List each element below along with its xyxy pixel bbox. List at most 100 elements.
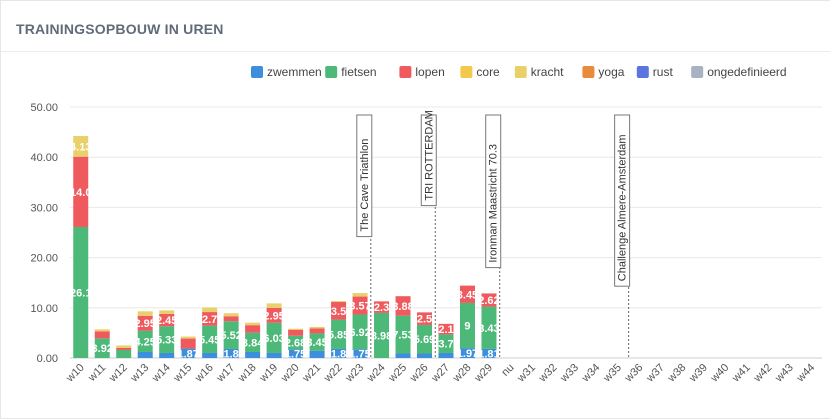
bar-segment-lopen[interactable]	[352, 296, 368, 315]
bar-segment-fietsen[interactable]	[73, 226, 89, 358]
bar-segment-fietsen[interactable]	[481, 306, 497, 349]
bar-segment-zwemmen[interactable]	[417, 353, 433, 358]
bar-segment-fietsen[interactable]	[288, 335, 304, 350]
legend-item-zwemmen[interactable]: zwemmen	[251, 65, 322, 79]
x-tick-label: w10	[63, 362, 86, 385]
bar-segment-fietsen[interactable]	[309, 333, 325, 351]
bar-segment-lopen[interactable]	[309, 328, 325, 334]
bar-segment-kracht[interactable]	[73, 135, 89, 157]
bar-segment-fietsen[interactable]	[374, 312, 390, 358]
legend-item-core[interactable]: core	[460, 65, 500, 79]
x-tick-label: w34	[579, 362, 602, 385]
bar-segment-lopen[interactable]	[223, 316, 239, 322]
bar-segment-zwemmen[interactable]	[137, 351, 153, 358]
bar-segment-lopen[interactable]	[288, 329, 304, 336]
bar-segment-fietsen[interactable]	[459, 302, 475, 349]
bar-segment-lopen[interactable]	[180, 338, 196, 349]
data-label: 2.62	[478, 295, 499, 307]
bar-segment-kracht[interactable]	[352, 293, 368, 297]
bar-segment-lopen[interactable]	[202, 312, 218, 326]
bar-segment-lopen[interactable]	[395, 296, 411, 316]
bar-segment-zwemmen[interactable]	[352, 349, 368, 358]
bar-segment-fietsen[interactable]	[395, 315, 411, 354]
annotation: Ironman Maastricht 70.3	[485, 114, 502, 269]
bar-segment-lopen[interactable]	[374, 301, 390, 313]
bar-segment-kracht[interactable]	[180, 336, 196, 339]
bar-segment-kracht[interactable]	[223, 313, 239, 317]
bar-segment-zwemmen[interactable]	[223, 348, 239, 358]
bar-segment-fietsen[interactable]	[352, 314, 368, 350]
legend-swatch	[325, 66, 338, 78]
bar-segment-kracht[interactable]	[137, 311, 153, 316]
bar-segment-lopen[interactable]	[459, 285, 475, 303]
bar-segment-zwemmen[interactable]	[245, 351, 261, 358]
bar-segment-zwemmen[interactable]	[481, 348, 497, 358]
bar-segment-kracht[interactable]	[309, 326, 325, 329]
bar-segment-zwemmen[interactable]	[202, 352, 218, 358]
bar-segment-zwemmen[interactable]	[309, 350, 325, 358]
bar-segment-fietsen[interactable]	[438, 334, 454, 353]
bar-segment-lopen[interactable]	[331, 302, 347, 320]
bar-segment-zwemmen[interactable]	[395, 353, 411, 358]
bar-segment-fietsen[interactable]	[94, 338, 110, 358]
bar-segment-fietsen[interactable]	[159, 326, 175, 353]
bar-segment-lopen[interactable]	[116, 347, 132, 350]
data-label: 7.53	[392, 330, 413, 342]
bar-segment-lopen[interactable]	[245, 325, 261, 333]
bar-segment-kracht[interactable]	[245, 322, 261, 326]
legend-label: kracht	[531, 65, 564, 79]
x-tick-label: w38	[665, 362, 688, 385]
data-label: 2.3	[374, 302, 389, 314]
annotation-label: Challenge Almere-Amsterdam	[617, 134, 629, 281]
bar-segment-kracht[interactable]	[288, 328, 304, 330]
bar-segment-kracht[interactable]	[202, 307, 218, 313]
bar-segment-fietsen[interactable]	[223, 321, 239, 349]
bar-segment-zwemmen[interactable]	[331, 348, 347, 358]
bar-segment-fietsen[interactable]	[266, 322, 282, 353]
bar-segment-lopen[interactable]	[73, 156, 89, 227]
x-tick-label: w41	[729, 362, 752, 385]
data-label: 6.92	[349, 327, 370, 339]
legend-item-lopen[interactable]: lopen	[399, 65, 445, 79]
data-label: 3.92	[92, 343, 113, 355]
bar-segment-fietsen[interactable]	[417, 324, 433, 354]
bar-segment-lopen[interactable]	[137, 315, 153, 331]
bar-segment-lopen[interactable]	[266, 307, 282, 323]
bar-segment-lopen[interactable]	[94, 331, 110, 339]
x-tick-label: w22	[321, 362, 344, 385]
bar-segment-fietsen[interactable]	[116, 349, 132, 358]
grid-lines	[70, 106, 822, 359]
bar-segment-fietsen[interactable]	[245, 332, 261, 352]
data-label: 1.81	[478, 348, 499, 360]
bar-segment-zwemmen[interactable]	[438, 352, 454, 358]
y-tick-label: 50.00	[30, 102, 58, 114]
legend-item-rust[interactable]: rust	[636, 65, 674, 79]
bar-segment-kracht[interactable]	[266, 303, 282, 308]
bar-segment-kracht[interactable]	[331, 301, 347, 303]
x-tick-label: w16	[192, 362, 215, 385]
bar-segment-zwemmen[interactable]	[266, 352, 282, 358]
bar-segment-lopen[interactable]	[438, 323, 454, 335]
bar-segment-zwemmen[interactable]	[180, 348, 196, 358]
bar-segment-kracht[interactable]	[94, 329, 110, 332]
legend-label: yoga	[598, 65, 624, 79]
bar-segment-fietsen[interactable]	[331, 319, 347, 349]
legend-item-kracht[interactable]: kracht	[514, 65, 564, 79]
bar-segment-zwemmen[interactable]	[459, 348, 475, 358]
data-label: 1.75	[285, 349, 306, 361]
bar-segment-lopen[interactable]	[481, 293, 497, 307]
bar-segment-zwemmen[interactable]	[159, 352, 175, 358]
legend-label: rust	[653, 65, 674, 79]
bar-segment-fietsen[interactable]	[202, 325, 218, 353]
legend[interactable]: zwemmen fietsen lopen core kracht yoga rust ong…	[251, 65, 787, 79]
bar-segment-fietsen[interactable]	[137, 330, 153, 352]
legend-item-yoga[interactable]: yoga	[582, 65, 625, 79]
bar-segment-kracht[interactable]	[116, 345, 132, 348]
bar-segment-lopen[interactable]	[159, 313, 175, 327]
x-tick-label: w26	[407, 362, 430, 385]
bar-segment-kracht[interactable]	[159, 310, 175, 314]
legend-item-fietsen[interactable]: fietsen	[325, 65, 377, 79]
bar-segment-lopen[interactable]	[417, 312, 433, 325]
legend-item-ongedefinieerd[interactable]: ongedefinieerd	[691, 65, 787, 79]
bar-segment-zwemmen[interactable]	[288, 349, 304, 358]
